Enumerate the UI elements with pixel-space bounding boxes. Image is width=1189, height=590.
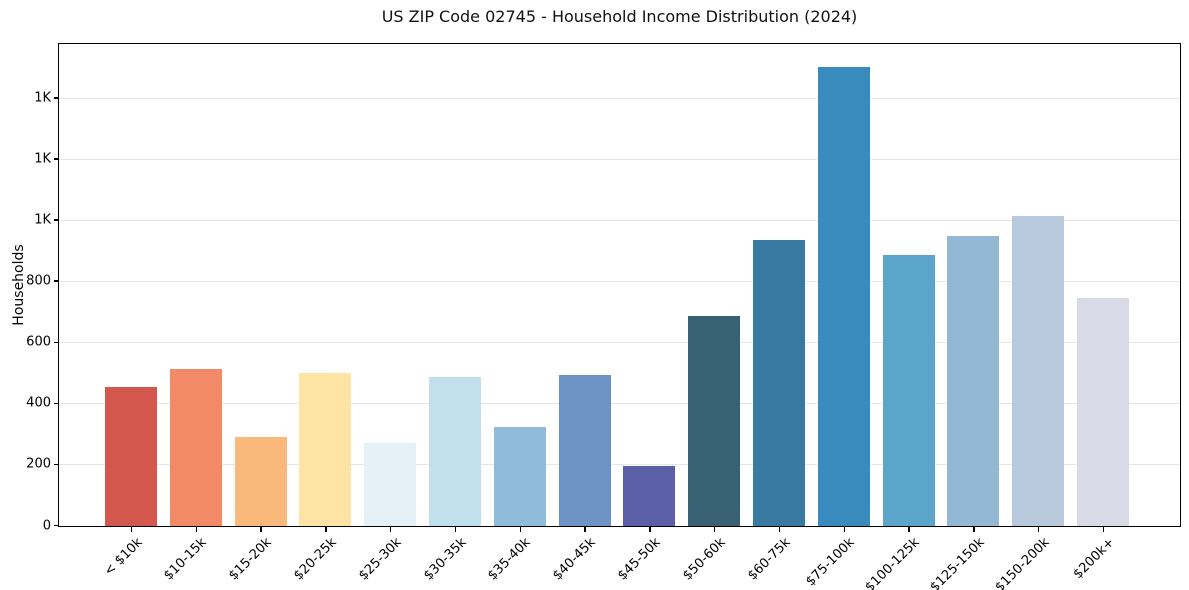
gridline-1K-1400 (59, 97, 1180, 99)
bar-100-125k (882, 255, 935, 526)
plot-area (58, 43, 1181, 527)
y-tick-label: 200 (26, 456, 51, 472)
y-tick-label: 1K (34, 90, 51, 106)
x-tick-mark (1037, 527, 1040, 532)
bar-75-100k (817, 67, 870, 526)
x-tick-mark (389, 527, 392, 532)
y-tick-mark (53, 97, 58, 99)
bar-150-200k (1012, 216, 1065, 526)
y-tick-mark (53, 219, 58, 221)
x-tick-label: $60-75k (744, 534, 794, 583)
x-tick-mark (519, 527, 522, 532)
bar-60-75k (753, 240, 805, 526)
x-tick-mark (649, 527, 651, 532)
gridline-600-600 (59, 342, 1180, 344)
y-tick-mark (53, 402, 58, 405)
x-tick-label: $45-50k (615, 534, 664, 583)
bar-35-40k (493, 426, 546, 526)
bar-45-50k (623, 466, 676, 526)
y-tick-label: 400 (26, 395, 51, 411)
x-tick-mark (325, 527, 327, 532)
x-tick-label: $150-200k (992, 534, 1053, 590)
x-tick-label: $35-40k (485, 534, 534, 583)
x-tick-mark (843, 527, 846, 532)
x-tick-mark (713, 527, 716, 532)
x-tick-label: $10-15k (161, 534, 210, 583)
x-tick-label: < $10k (101, 534, 146, 579)
x-tick-label: $50-60k (679, 534, 729, 583)
y-tick-mark (53, 158, 58, 160)
bar-10k (105, 387, 157, 526)
bar-40-45k (558, 375, 611, 526)
bar-50-60k (688, 316, 741, 526)
bar-10-15k (169, 369, 222, 526)
gridline-1K-1200 (59, 159, 1180, 161)
bar-125-150k (947, 235, 1000, 526)
x-tick-label: $200k+ (1070, 534, 1118, 582)
gridline-1K-1000 (59, 220, 1180, 222)
x-tick-mark (454, 527, 457, 532)
y-tick-label: 1K (34, 212, 51, 228)
x-tick-mark (584, 527, 586, 532)
bar-15-20k (234, 436, 287, 526)
x-tick-label: $30-35k (420, 534, 470, 583)
x-tick-label: $75-100k (803, 534, 858, 589)
x-tick-mark (195, 527, 198, 532)
bar-30-35k (429, 376, 481, 526)
y-tick-mark (53, 341, 58, 343)
gridline-200-200 (59, 464, 1180, 466)
y-tick-label: 1K (34, 151, 51, 167)
x-tick-label: $100-125k (862, 534, 923, 590)
bar-20-25k (299, 373, 352, 526)
x-tick-mark (1102, 527, 1105, 532)
x-tick-label: $25-30k (355, 534, 405, 583)
x-tick-mark (260, 527, 262, 532)
y-tick-label: 800 (26, 273, 51, 289)
y-tick-label: 600 (26, 334, 51, 350)
y-tick-label: 0 (42, 518, 51, 533)
chart-title: US ZIP Code 02745 - Household Income Dis… (381, 7, 858, 26)
x-tick-mark (908, 527, 910, 532)
bar-200k (1077, 297, 1129, 526)
x-tick-label: $40-45k (550, 534, 599, 583)
y-tick-mark (53, 524, 58, 527)
x-tick-mark (130, 527, 133, 532)
gridline-400-400 (59, 403, 1180, 405)
x-tick-mark (778, 527, 781, 532)
x-tick-label: $125-150k (927, 534, 988, 590)
x-tick-label: $15-20k (226, 534, 275, 583)
x-tick-mark (973, 527, 975, 532)
x-tick-label: $20-25k (291, 534, 340, 583)
bar-25-30k (364, 442, 417, 526)
gridline-800-800 (59, 281, 1180, 283)
y-tick-mark (53, 463, 58, 466)
y-tick-mark (53, 280, 58, 282)
